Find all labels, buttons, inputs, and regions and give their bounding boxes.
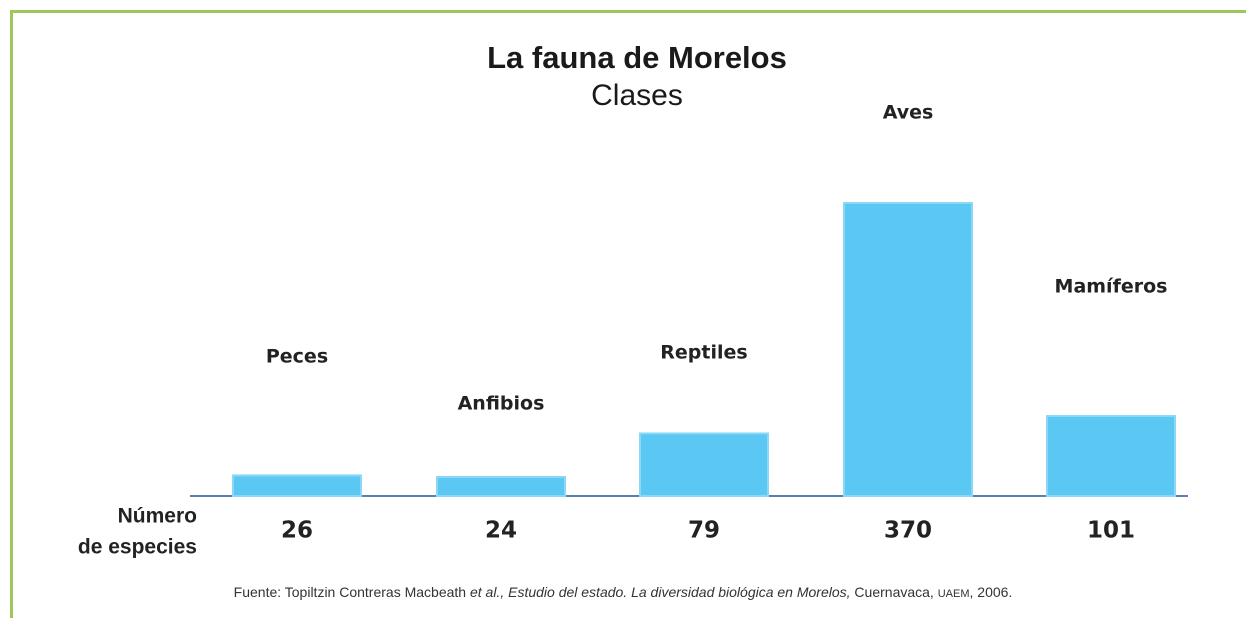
category-label: Aves	[883, 102, 934, 124]
page: {"chart_data": {"type": "bar", "title": …	[0, 0, 1246, 618]
value-label: 26	[281, 518, 313, 544]
category-label: Reptiles	[660, 342, 747, 364]
bar	[437, 477, 565, 496]
category-label: Peces	[266, 346, 328, 368]
source-text: Fuente: Topiltzin Contreras Macbeath	[234, 584, 470, 600]
bar	[1047, 416, 1175, 496]
chart-title: La fauna de Morelos	[487, 40, 787, 75]
bar	[640, 433, 768, 496]
source-text: Cuernavaca,	[851, 584, 938, 600]
source-text: UAEM	[938, 588, 970, 600]
value-label: 24	[485, 518, 517, 544]
chart: La fauna de Morelos Clases Número de esp…	[0, 0, 1246, 618]
source-note: Fuente: Topiltzin Contreras Macbeath et …	[0, 584, 1246, 600]
value-label: 101	[1087, 518, 1135, 544]
value-label-title: Número	[118, 505, 197, 528]
value-label: 370	[884, 518, 932, 544]
category-label: Anfibios	[458, 393, 545, 415]
value-label: 79	[688, 518, 720, 544]
source-text: , 2006.	[970, 584, 1013, 600]
bar	[233, 475, 361, 496]
source-text: Estudio del estado. La diversidad biológ…	[504, 584, 850, 600]
source-text: et al.,	[470, 584, 504, 600]
bar	[844, 203, 972, 496]
category-label: Mamíferos	[1055, 276, 1168, 298]
chart-subtitle: Clases	[591, 79, 683, 112]
value-label-title: de especies	[78, 536, 197, 559]
